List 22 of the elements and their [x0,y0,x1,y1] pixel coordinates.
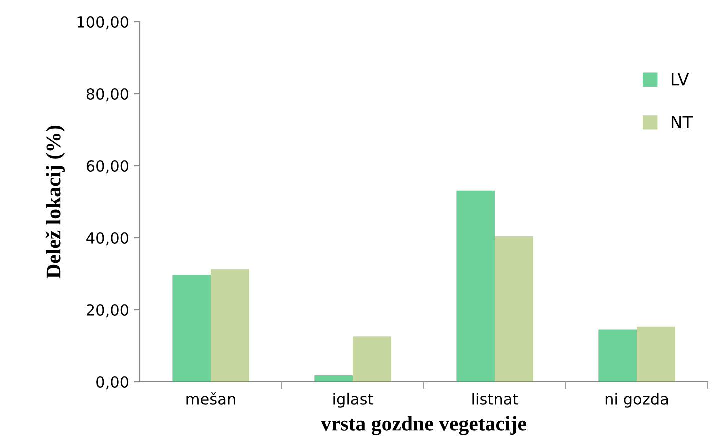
bar [314,376,353,382]
y-tick-label: 20,00 [86,304,129,318]
bar [456,190,495,382]
x-tick-label: iglast [334,393,374,408]
y-tick-label: 40,00 [86,232,129,246]
bar [172,275,211,382]
y-tick-label: 100,00 [78,16,129,30]
y-tick-label: 60,00 [86,160,129,174]
bar [495,236,534,382]
y-axis-title: Delež lokacij (%) [46,126,66,279]
x-tick-label: mešan [186,392,236,405]
bar [353,336,392,382]
bar [211,269,250,382]
legend-label: LV [672,74,690,86]
bar [598,330,637,382]
x-tick-label: ni gozda [606,393,668,408]
y-tick-label: 0,00 [96,376,129,390]
y-tick-label: 80,00 [86,88,129,102]
x-tick-label: listnat [472,393,518,405]
legend-label: NT [672,116,694,128]
bar [637,326,676,382]
x-axis-title: vrsta gozdne vegetacije [321,416,526,436]
